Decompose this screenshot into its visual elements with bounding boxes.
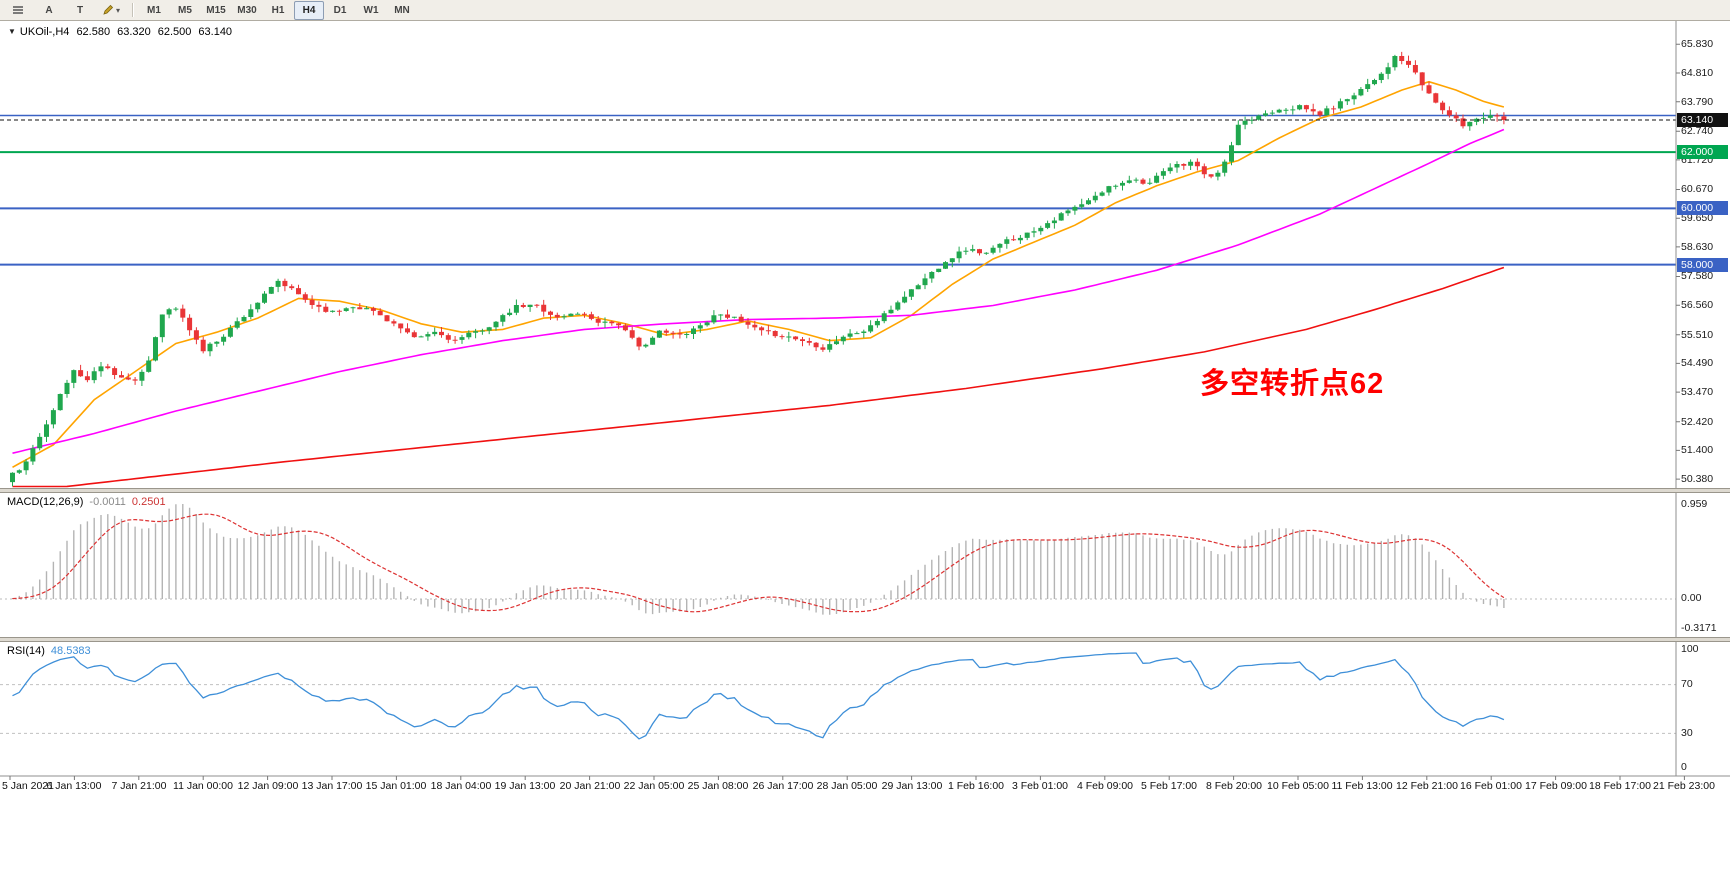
ma-slow-red (12, 266, 1505, 488)
timeframe-m15[interactable]: M15 (206, 4, 226, 16)
collapse-arrow-icon[interactable]: ▼ (8, 27, 16, 36)
draw-tool-button[interactable]: ▾ (96, 1, 126, 20)
axis-ticks (9, 43, 1685, 780)
text-tool-button[interactable]: T (76, 4, 84, 16)
timeframe-w1[interactable]: W1 (363, 4, 379, 16)
macd-signal-line (12, 513, 1505, 613)
chart-symbol-title: ▼ UKOil-,H4 62.580 63.320 62.500 63.140 (8, 26, 232, 38)
low-value: 62.500 (157, 26, 192, 38)
macd-signal-value: 0.2501 (131, 496, 166, 508)
rsi-name: RSI(14) (7, 645, 45, 657)
timeframe-buttons: M1 M5 M15 M30 H1 H4 D1 W1 MN (139, 0, 418, 20)
panel-splitter-rsi[interactable] (0, 637, 1730, 642)
macd-indicator-label: MACD(12,26,9) -0.0011 0.2501 (7, 496, 166, 508)
chevron-down-icon: ▾ (115, 5, 120, 15)
high-value: 63.320 (117, 26, 151, 38)
ma-mid-magenta (12, 128, 1505, 454)
timeframe-h4[interactable]: H4 (294, 0, 324, 20)
panel-splitter-macd[interactable] (0, 488, 1730, 493)
close-value: 63.140 (198, 26, 233, 38)
symbol-period: UKOil-,H4 (19, 26, 70, 38)
toolbar: A T ▾ M1 M5 M15 M30 H1 H4 D1 W1 MN (0, 0, 1730, 21)
macd-name: MACD(12,26,9) (7, 496, 84, 508)
timeframe-mn[interactable]: MN (394, 4, 410, 16)
timeframe-m30[interactable]: M30 (237, 4, 257, 16)
timeframe-m5[interactable]: M5 (178, 4, 192, 16)
toolbar-separator (132, 3, 134, 17)
rsi-indicator-label: RSI(14) 48.5383 (7, 645, 91, 657)
chart-annotation-text: 多空转折点62 (1200, 368, 1385, 400)
timeframe-d1[interactable]: D1 (333, 4, 347, 16)
rsi-value: 48.5383 (50, 645, 91, 657)
candle-wicks-down (80, 51, 1505, 385)
open-value: 62.580 (76, 26, 111, 38)
timeframe-h1[interactable]: H1 (271, 4, 285, 16)
macd-main-value: -0.0011 (89, 496, 126, 508)
chart-list-button[interactable] (3, 1, 33, 20)
pencil-icon (103, 4, 114, 15)
rsi-line (12, 652, 1505, 740)
timeframe-m1[interactable]: M1 (147, 4, 161, 16)
arrow-tool-button[interactable]: A (45, 4, 53, 16)
ma-fast-orange (12, 80, 1505, 468)
hamburger-icon (13, 6, 23, 14)
